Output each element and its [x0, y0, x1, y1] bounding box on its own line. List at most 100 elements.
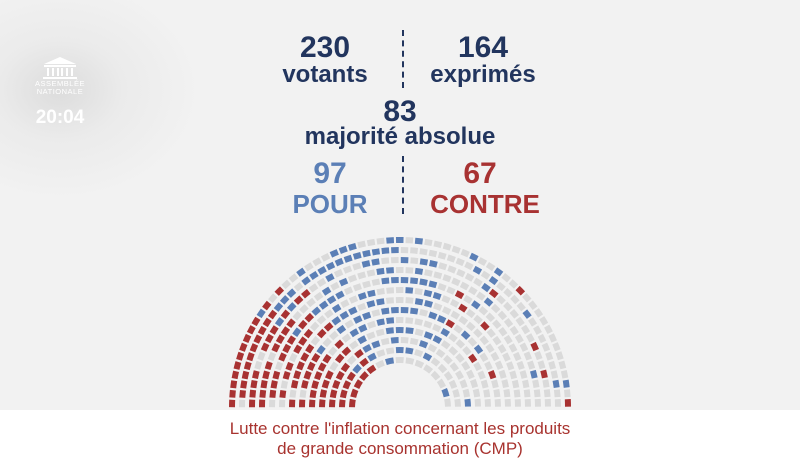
- seat-mark: [479, 335, 489, 346]
- seat-mark: [233, 361, 242, 370]
- seat-mark: [331, 316, 342, 326]
- seat-mark: [501, 379, 509, 388]
- seat-mark: [537, 333, 547, 344]
- seat-mark: [488, 288, 499, 299]
- seat-mark: [339, 389, 348, 399]
- seat-mark: [533, 325, 542, 335]
- seat-mark: [308, 283, 319, 293]
- seat-mark: [282, 343, 292, 354]
- seat-mark: [390, 337, 399, 344]
- seat-mark: [317, 266, 327, 275]
- seat-mark: [473, 314, 483, 325]
- seat-mark: [259, 389, 267, 398]
- seat-mark: [548, 333, 557, 343]
- logo-text-line2: NATIONALE: [36, 87, 84, 96]
- contre-count: 67: [463, 157, 497, 190]
- seat-mark: [320, 252, 331, 262]
- seat-mark: [530, 369, 538, 379]
- seat-mark: [414, 349, 424, 358]
- separator-top: [402, 30, 404, 88]
- seat-mark: [362, 311, 372, 320]
- seat-mark: [447, 265, 457, 274]
- seat-mark: [405, 317, 414, 324]
- seat-mark: [474, 398, 481, 407]
- seat-mark: [490, 303, 501, 314]
- seat-mark: [423, 289, 433, 298]
- seat-mark: [376, 288, 385, 296]
- seat-mark: [485, 261, 496, 272]
- seat-mark: [328, 346, 338, 356]
- seat-mark: [486, 328, 496, 338]
- seat-mark: [448, 333, 458, 343]
- seat-mark: [424, 299, 433, 308]
- seat-mark: [414, 318, 424, 326]
- seat-mark: [494, 360, 504, 370]
- seat-mark: [473, 344, 484, 355]
- seat-mark: [558, 360, 567, 370]
- seat-mark: [488, 370, 497, 380]
- seat-mark: [309, 389, 317, 399]
- vote-caption: Lutte contre l'inflation concernant les …: [0, 410, 800, 471]
- seat-mark: [301, 289, 311, 299]
- seat-mark: [453, 324, 463, 334]
- contre-label: CONTRE: [430, 189, 540, 219]
- seat-mark: [286, 335, 296, 345]
- seat-mark: [339, 310, 350, 320]
- seat-mark: [463, 294, 473, 304]
- seat-mark: [319, 399, 326, 408]
- seat-mark: [342, 380, 352, 390]
- seat-mark: [386, 237, 395, 244]
- seat-mark: [493, 389, 501, 398]
- seat-mark: [414, 267, 424, 275]
- seat-mark: [532, 379, 540, 388]
- seat-mark: [352, 262, 362, 271]
- seat-mark: [560, 370, 569, 379]
- seat-mark: [414, 298, 424, 306]
- seat-mark: [414, 237, 423, 245]
- seat-mark: [409, 337, 419, 346]
- seat-mark: [329, 389, 338, 399]
- seat-mark: [478, 306, 489, 316]
- seat-mark: [359, 357, 369, 368]
- seat-mark: [492, 319, 502, 330]
- seat-mark: [509, 309, 519, 319]
- seat-mark: [307, 361, 316, 371]
- seat-mark: [467, 337, 478, 347]
- seat-mark: [435, 348, 446, 359]
- seat-mark: [317, 362, 327, 372]
- seat-mark: [424, 269, 433, 277]
- seat-mark: [468, 286, 478, 296]
- seat-mark: [498, 326, 508, 337]
- seat-mark: [357, 271, 367, 280]
- seat-mark: [552, 379, 560, 389]
- seat-mark: [348, 295, 359, 304]
- seat-mark: [260, 342, 270, 352]
- seat-mark: [533, 308, 544, 318]
- seat-mark: [312, 257, 322, 267]
- seat-mark: [380, 337, 390, 346]
- seat-mark: [464, 398, 471, 407]
- seat-mark: [534, 350, 543, 361]
- seat-mark: [464, 261, 474, 271]
- seat-mark: [459, 379, 468, 389]
- seat-mark: [292, 311, 302, 321]
- seat-mark: [428, 249, 438, 258]
- seat-mark: [311, 353, 321, 363]
- seat-mark: [303, 328, 314, 339]
- seat-mark: [464, 272, 475, 282]
- seat-mark: [468, 353, 478, 364]
- seat-mark: [410, 247, 419, 254]
- seat-mark: [469, 378, 479, 389]
- seat-mark: [436, 378, 447, 389]
- seat-mark: [506, 361, 515, 371]
- vote-screen: ASSEMBLÉE NATIONALE 20:04 230 votants 16…: [0, 0, 800, 410]
- seat-mark: [304, 262, 314, 272]
- seat-mark: [503, 301, 513, 312]
- seat-mark: [446, 254, 456, 263]
- seat-mark: [550, 370, 559, 379]
- seat-mark: [288, 352, 298, 363]
- seat-mark: [459, 281, 470, 291]
- seat-mark: [473, 328, 483, 338]
- seat-mark: [543, 389, 551, 398]
- seat-mark: [381, 307, 390, 315]
